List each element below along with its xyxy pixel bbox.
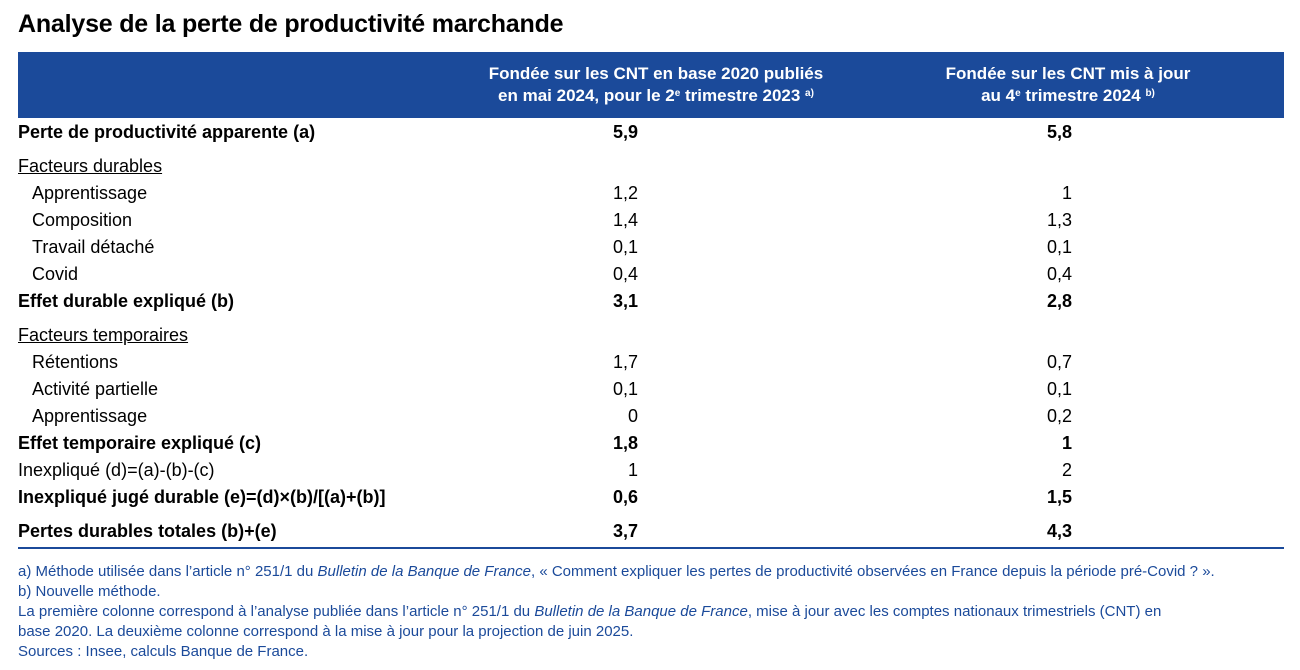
row-label: Covid (32, 264, 79, 284)
row-label: Perte de productivité apparente (a) (18, 122, 316, 142)
col2-line2-text: au 4 (981, 86, 1016, 105)
table-row: Travail détaché 0,1 0,1 (18, 235, 1284, 261)
value-col2: 1 (1061, 183, 1072, 203)
table-header: Fondée sur les CNT en base 2020 publiés … (18, 52, 1284, 118)
table-row: Apprentissage 1,2 1 (18, 181, 1284, 207)
column-header-update: Fondée sur les CNT mis à jour au 4e trim… (848, 63, 1288, 107)
value-col1: 0,1 (612, 237, 638, 257)
value-col1: 0,1 (612, 379, 638, 399)
value-col2: 1 (1061, 433, 1072, 453)
value-col2: 1,5 (1046, 487, 1072, 507)
row-label: Composition (32, 210, 133, 230)
value-col2: 2,8 (1046, 291, 1072, 311)
column-note-text: La première colonne correspond à l’analy… (18, 603, 535, 620)
row-label: Apprentissage (32, 406, 148, 426)
column-note-line2: base 2020. La deuxième colonne correspon… (18, 623, 634, 640)
table-row: Inexpliqué jugé durable (e)=(d)×(b)/[(a)… (18, 485, 1284, 511)
column-header-update-line2: au 4e trimestre 2024 b) (848, 85, 1288, 107)
column-note-publication: Bulletin de la Banque de France (534, 603, 748, 620)
column-note-line1: La première colonne correspond à l’analy… (18, 602, 1288, 622)
column-header-2020-line2: en mai 2024, pour le 2e trimestre 2023 a… (386, 85, 926, 107)
footnotes: a) Méthode utilisée dans l’article n° 25… (18, 562, 1288, 662)
row-label: Inexpliqué (d)=(a)-(b)-(c) (18, 460, 215, 480)
col1-line2-text: en mai 2024, pour le 2 (498, 86, 675, 105)
value-col1: 1,8 (612, 433, 638, 453)
value-col2: 5,8 (1046, 122, 1072, 142)
table-row: Activité partielle 0,1 0,1 (18, 377, 1284, 403)
col1-ordinal-sup: e (674, 88, 681, 99)
column-note-text-end: , mise à jour avec les comptes nationaux… (747, 603, 1162, 620)
value-col1: 3,1 (612, 291, 638, 311)
table-row: Composition 1,4 1,3 (18, 208, 1284, 234)
value-col2: 1,3 (1046, 210, 1072, 230)
table-row: Effet durable expliqué (b) 3,1 2,8 (18, 289, 1284, 315)
table-row: Perte de productivité apparente (a) 5,9 … (18, 120, 1284, 146)
value-col1: 3,7 (612, 521, 638, 541)
value-col1: 0 (627, 406, 638, 426)
footnote-a-text-end: , « Comment expliquer les pertes de prod… (531, 563, 1215, 580)
value-col1: 0,4 (612, 264, 638, 284)
row-label: Rétentions (32, 352, 119, 372)
value-col2: 2 (1061, 460, 1072, 480)
footnote-a-text: a) Méthode utilisée dans l’article n° 25… (18, 563, 318, 580)
col1-line2-text-b: trimestre 2023 (680, 86, 806, 105)
sources-note: Sources : Insee, calculs Banque de Franc… (18, 643, 309, 660)
value-col2: 0,1 (1046, 379, 1072, 399)
col1-footnote-ref: a) (805, 88, 814, 99)
value-col2: 4,3 (1046, 521, 1072, 541)
value-col1: 5,9 (612, 122, 638, 142)
section-heading: Facteurs durables (18, 154, 1284, 180)
col2-footnote-ref: b) (1145, 88, 1155, 99)
table-row: Effet temporaire expliqué (c) 1,8 1 (18, 431, 1284, 457)
row-label: Inexpliqué jugé durable (e)=(d)×(b)/[(a)… (18, 487, 386, 507)
col2-ordinal-sup: e (1015, 88, 1021, 99)
footnote-b: b) Nouvelle méthode. (18, 583, 161, 600)
column-header-update-line1: Fondée sur les CNT mis à jour (945, 64, 1191, 83)
column-header-2020: Fondée sur les CNT en base 2020 publiés … (386, 63, 926, 107)
section-heading: Facteurs temporaires (18, 323, 1284, 349)
col2-line2-text-b: trimestre 2024 (1020, 86, 1146, 105)
row-label: Travail détaché (32, 237, 155, 257)
row-label: Pertes durables totales (b)+(e) (18, 521, 277, 541)
row-label: Effet durable expliqué (b) (18, 291, 235, 311)
table-title: Analyse de la perte de productivité marc… (18, 10, 564, 38)
table-row: Inexpliqué (d)=(a)-(b)-(c) 1 2 (18, 458, 1284, 484)
row-label: Activité partielle (32, 379, 159, 399)
table-bottom-rule (18, 547, 1284, 549)
value-col1: 1 (627, 460, 638, 480)
table-row: Apprentissage 0 0,2 (18, 404, 1284, 430)
row-label: Effet temporaire expliqué (c) (18, 433, 262, 453)
footnote-a-publication: Bulletin de la Banque de France (317, 563, 531, 580)
value-col1: 1,4 (612, 210, 638, 230)
table-row: Pertes durables totales (b)+(e) 3,7 4,3 (18, 519, 1284, 545)
value-col2: 0,1 (1046, 237, 1072, 257)
value-col1: 1,2 (612, 183, 638, 203)
value-col1: 0,6 (612, 487, 638, 507)
row-label: Facteurs temporaires (18, 325, 189, 345)
row-label: Apprentissage (32, 183, 148, 203)
value-col2: 0,2 (1046, 406, 1072, 426)
value-col2: 0,4 (1046, 264, 1072, 284)
column-header-2020-line1: Fondée sur les CNT en base 2020 publiés (488, 64, 824, 83)
footnote-a: a) Méthode utilisée dans l’article n° 25… (18, 562, 1288, 582)
value-col1: 1,7 (612, 352, 638, 372)
table-row: Rétentions 1,7 0,7 (18, 350, 1284, 376)
value-col2: 0,7 (1046, 352, 1072, 372)
row-label: Facteurs durables (18, 156, 163, 176)
table-row: Covid 0,4 0,4 (18, 262, 1284, 288)
